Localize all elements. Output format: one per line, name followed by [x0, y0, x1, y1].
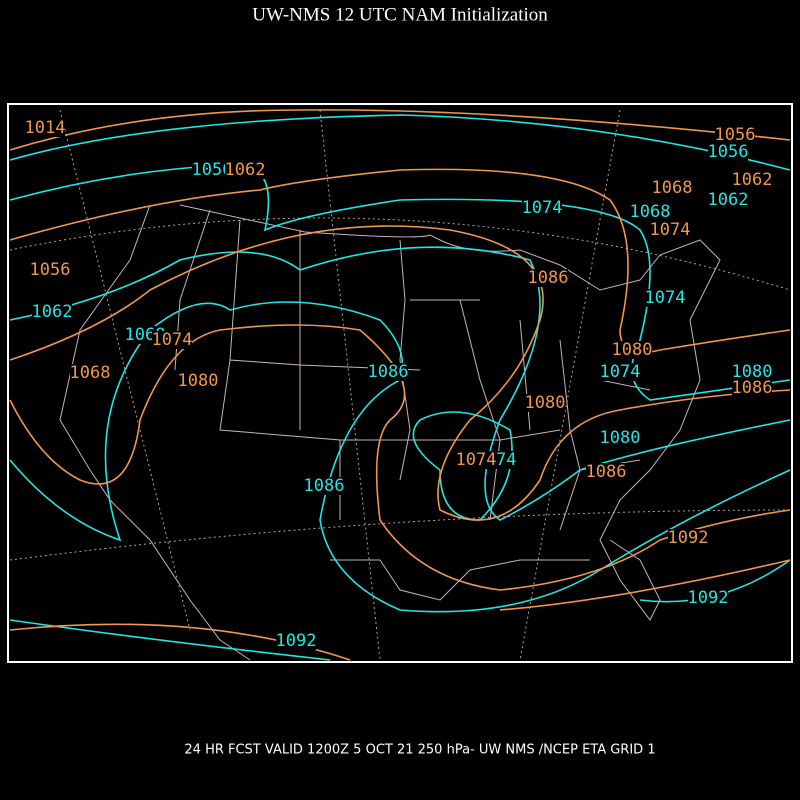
label-background — [304, 477, 344, 495]
contour-label: 1062 — [32, 302, 73, 322]
contour-label: 1092 — [668, 528, 709, 548]
contour-label: 1086 — [528, 268, 569, 288]
contour-label: 1068 — [70, 363, 111, 383]
contour-labels: 1056106210681074107410741056106210681086… — [25, 118, 773, 651]
label-background — [645, 289, 685, 307]
contour-label: 1068 — [630, 202, 671, 222]
contour-label: 1056 — [192, 160, 233, 180]
contour-label: 1086 — [586, 462, 627, 482]
contour-label: 1086 — [732, 378, 773, 398]
label-background — [708, 191, 748, 209]
label-background — [522, 199, 562, 217]
title: UW-NMS 12 UTC NAM Initialization — [252, 4, 548, 25]
label-background — [225, 161, 265, 179]
contour-label: 1086 — [368, 362, 409, 382]
label-background — [732, 379, 772, 397]
label-background — [178, 372, 218, 390]
contour-label: 1056 — [715, 125, 756, 145]
label-background — [586, 463, 626, 481]
contour-label: 1086 — [304, 476, 345, 496]
label-background — [715, 126, 755, 144]
contour-label: 1074 — [650, 220, 691, 240]
label-background — [652, 179, 692, 197]
label-background — [368, 363, 408, 381]
label-background — [32, 303, 72, 321]
contour-label: 1080 — [600, 428, 641, 448]
label-background — [688, 589, 728, 607]
label-background — [732, 171, 772, 189]
contours — [9, 109, 791, 661]
label-background — [276, 632, 316, 650]
label-background — [528, 269, 568, 287]
contour-label: 1074 — [152, 330, 193, 350]
label-background — [650, 221, 690, 239]
label-background — [25, 119, 65, 137]
label-background — [630, 203, 670, 221]
label-background — [732, 363, 772, 381]
contour-label: 1092 — [276, 631, 317, 651]
contour-label: 1074 — [600, 362, 641, 382]
label-background — [612, 341, 652, 359]
contour-label: 1068 — [652, 178, 693, 198]
contour-label: 1062 — [708, 190, 749, 210]
contour-label: 1062 — [225, 160, 266, 180]
contour-label: 1080 — [732, 362, 773, 382]
contour-label: 1092 — [688, 588, 729, 608]
label-background — [70, 364, 110, 382]
label-background — [600, 429, 640, 447]
contour-label: 1074 — [522, 198, 563, 218]
label-background — [30, 261, 70, 279]
label-background — [668, 529, 708, 547]
label-background — [456, 451, 496, 469]
label-background — [708, 143, 748, 161]
map-frame — [7, 103, 793, 663]
contour-label: 1074 — [645, 288, 686, 308]
contour-label: 1056 — [708, 142, 749, 162]
contour-label: 1080 — [525, 393, 566, 413]
label-background — [525, 394, 565, 412]
contour-label: 1080 — [178, 371, 219, 391]
contour-label: 1062 — [732, 170, 773, 190]
contour-label: 1014 — [25, 118, 66, 138]
footer: 24 HR FCST VALID 1200Z 5 OCT 21 250 hPa-… — [184, 743, 655, 758]
contour-label: 1074 — [456, 450, 497, 470]
label-background — [600, 363, 640, 381]
label-background — [152, 331, 192, 349]
contour-label: 1080 — [612, 340, 653, 360]
label-background — [192, 161, 232, 179]
contour-label: 1056 — [30, 260, 71, 280]
